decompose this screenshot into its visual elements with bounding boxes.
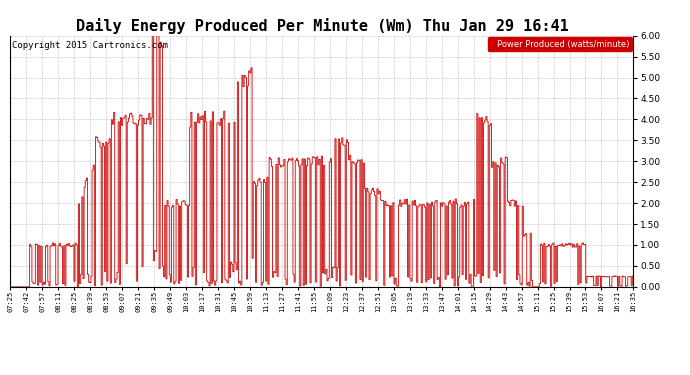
Text: Copyright 2015 Cartronics.com: Copyright 2015 Cartronics.com (12, 40, 168, 50)
Title: Daily Energy Produced Per Minute (Wm) Thu Jan 29 16:41: Daily Energy Produced Per Minute (Wm) Th… (75, 18, 569, 34)
Legend: Power Produced (watts/minute): Power Produced (watts/minute) (488, 37, 632, 51)
